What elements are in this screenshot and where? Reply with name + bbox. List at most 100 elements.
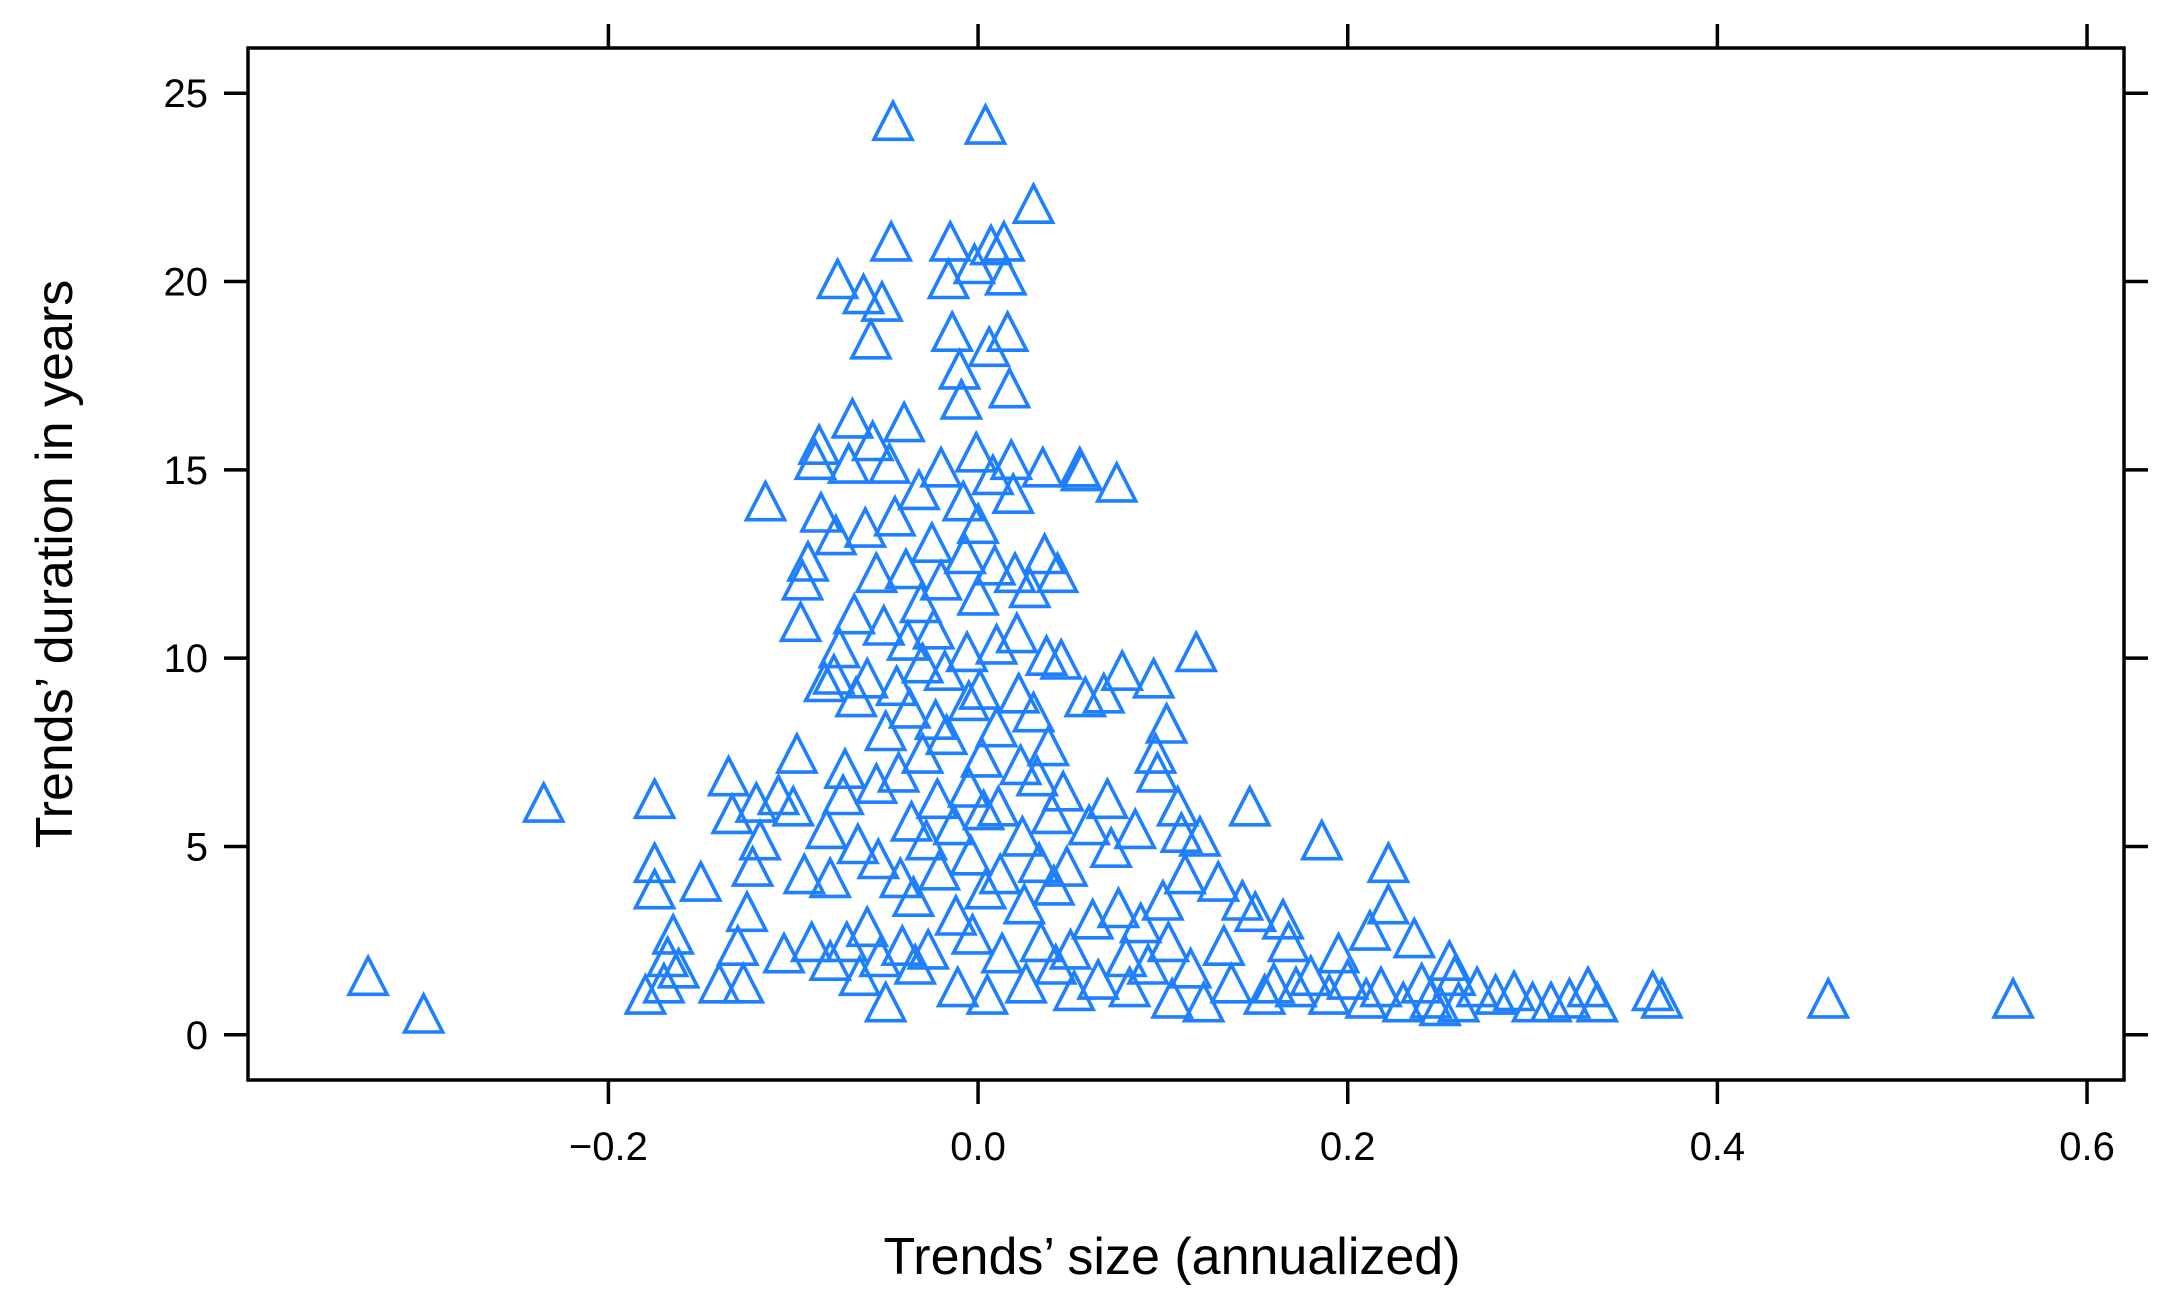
data-point bbox=[878, 855, 923, 899]
data-point bbox=[941, 478, 986, 522]
data-point bbox=[1307, 972, 1352, 1015]
data-point bbox=[1067, 802, 1111, 846]
data-point bbox=[1144, 701, 1189, 744]
data-point bbox=[715, 923, 760, 967]
y-tick-label: 25 bbox=[164, 72, 209, 116]
x-axis: −0.2 0.0 0.2 0.4 0.6 bbox=[569, 24, 2115, 1169]
data-point bbox=[1000, 813, 1045, 857]
data-point bbox=[996, 670, 1041, 714]
plot-frame bbox=[246, 46, 2126, 1082]
data-point bbox=[835, 821, 880, 865]
data-point bbox=[1022, 531, 1067, 575]
data-point bbox=[891, 874, 936, 918]
data-point bbox=[854, 550, 899, 594]
data-point bbox=[841, 271, 886, 315]
data-point bbox=[933, 893, 978, 936]
data-point bbox=[1140, 878, 1185, 921]
data-point bbox=[632, 866, 677, 910]
data-point bbox=[932, 802, 976, 846]
data-point bbox=[789, 919, 834, 963]
data-point bbox=[974, 704, 1019, 748]
data-point bbox=[1085, 776, 1130, 820]
data-point bbox=[1044, 844, 1089, 887]
data-point bbox=[1288, 953, 1333, 997]
data-point bbox=[1026, 723, 1071, 767]
data-point bbox=[1118, 900, 1163, 944]
data-point bbox=[924, 712, 969, 756]
data-point bbox=[1274, 964, 1318, 1008]
data-point bbox=[845, 655, 890, 699]
data-point bbox=[1113, 806, 1158, 850]
x-tick-label: 0.6 bbox=[2059, 1125, 2115, 1169]
data-point bbox=[874, 663, 919, 707]
x-tick-label: 0.4 bbox=[1690, 1125, 1746, 1169]
data-point bbox=[959, 734, 1004, 778]
y-axis-title: Trends’ duration in years bbox=[26, 280, 84, 848]
data-point bbox=[797, 422, 842, 466]
data-point bbox=[1436, 979, 1481, 1023]
data-point bbox=[697, 960, 742, 1004]
data-point bbox=[811, 652, 856, 695]
data-point bbox=[1251, 960, 1296, 1004]
data-point bbox=[632, 840, 677, 884]
data-point bbox=[880, 923, 925, 967]
data-point bbox=[946, 678, 991, 722]
data-point bbox=[983, 252, 1028, 296]
data-point bbox=[956, 572, 1001, 616]
x-axis-title: Trends’ size (annualized) bbox=[883, 1228, 1460, 1286]
data-point bbox=[1135, 749, 1180, 793]
data-point bbox=[1063, 674, 1108, 718]
data-point bbox=[863, 979, 908, 1023]
data-point bbox=[967, 324, 1012, 368]
data-point bbox=[948, 832, 993, 876]
data-point bbox=[1347, 908, 1392, 951]
data-point bbox=[823, 746, 867, 790]
x-tick-label: 0.0 bbox=[950, 1125, 1006, 1169]
data-point bbox=[1547, 975, 1592, 1019]
data-point bbox=[830, 395, 875, 439]
data-point bbox=[1266, 919, 1311, 963]
data-point bbox=[985, 309, 1030, 353]
data-point bbox=[919, 557, 964, 601]
data-point bbox=[965, 972, 1010, 1015]
data-point bbox=[945, 629, 989, 673]
data-point bbox=[1316, 930, 1361, 974]
data-point bbox=[1630, 968, 1675, 1012]
data-point bbox=[821, 772, 866, 816]
data-point bbox=[1041, 768, 1086, 812]
data-point bbox=[860, 279, 904, 322]
data-point bbox=[987, 365, 1032, 409]
data-point bbox=[1299, 817, 1344, 861]
data-point bbox=[832, 591, 877, 635]
data-point bbox=[1103, 934, 1148, 978]
data-point bbox=[762, 930, 806, 974]
data-point bbox=[939, 377, 984, 420]
data-point bbox=[946, 765, 991, 808]
data-point bbox=[1100, 648, 1145, 692]
data-point bbox=[771, 783, 816, 827]
data-point bbox=[856, 836, 901, 880]
data-point bbox=[802, 659, 847, 703]
data-point bbox=[401, 991, 446, 1034]
data-point bbox=[896, 467, 941, 511]
data-point bbox=[1492, 968, 1537, 1012]
data-point bbox=[1418, 983, 1463, 1027]
data-point bbox=[1427, 938, 1472, 982]
data-point bbox=[815, 256, 860, 300]
data-point bbox=[1035, 550, 1080, 594]
data-point bbox=[1344, 975, 1389, 1019]
data-point bbox=[1094, 459, 1139, 503]
data-point bbox=[1163, 851, 1208, 895]
data-point bbox=[804, 806, 849, 850]
x-tick-label: −0.2 bbox=[569, 1125, 648, 1169]
data-point bbox=[884, 546, 928, 590]
data-point bbox=[956, 501, 1001, 545]
data-point bbox=[961, 787, 1006, 831]
data-point bbox=[850, 418, 895, 462]
data-point bbox=[1107, 964, 1152, 1008]
data-point bbox=[793, 437, 838, 481]
data-point bbox=[889, 798, 934, 842]
data-point bbox=[854, 761, 899, 805]
data-point bbox=[1455, 964, 1500, 1008]
data-point bbox=[1059, 448, 1104, 492]
